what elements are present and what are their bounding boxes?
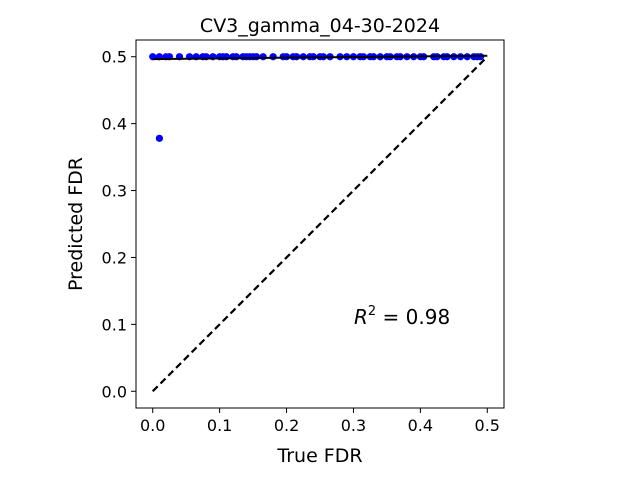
identity-line [151, 55, 489, 393]
x-tick-label: 0.3 [341, 416, 366, 435]
y-tick-label: 0.3 [102, 182, 127, 201]
y-tick-label: 0.5 [102, 48, 127, 67]
plot-area: 0.0 0.1 0.2 0.3 0.4 0.5 0.0 0.1 0.2 0.3 0.4 0.5 [102, 48, 500, 435]
y-tick-label: 0.1 [102, 315, 127, 334]
data-point [259, 53, 267, 61]
plot-frame [135, 39, 505, 409]
y-axis-label: Predicted FDR [65, 157, 87, 291]
x-axis-label: True FDR [276, 445, 362, 467]
fit-line [152, 54, 488, 61]
x-tick-label: 0.4 [408, 416, 433, 435]
r-squared-base: R [354, 305, 368, 329]
y-tick-label: 0.2 [102, 248, 127, 267]
y-tick-label: 0.4 [102, 115, 127, 134]
x-tick-label: 0.1 [207, 416, 232, 435]
r-squared-value: = 0.98 [376, 305, 450, 329]
x-tick-label: 0.5 [475, 416, 500, 435]
chart-title: CV3_gamma_04-30-2024 [200, 15, 440, 37]
y-tick-label: 0.0 [102, 382, 127, 401]
data-point [269, 53, 277, 61]
x-tick-label: 0.0 [140, 416, 165, 435]
data-point [252, 53, 261, 61]
r-squared-superscript: 2 [368, 304, 376, 319]
data-point [155, 134, 164, 142]
x-tick-label: 0.2 [274, 416, 299, 435]
r-squared-annotation: R2 = 0.98 [354, 304, 450, 329]
